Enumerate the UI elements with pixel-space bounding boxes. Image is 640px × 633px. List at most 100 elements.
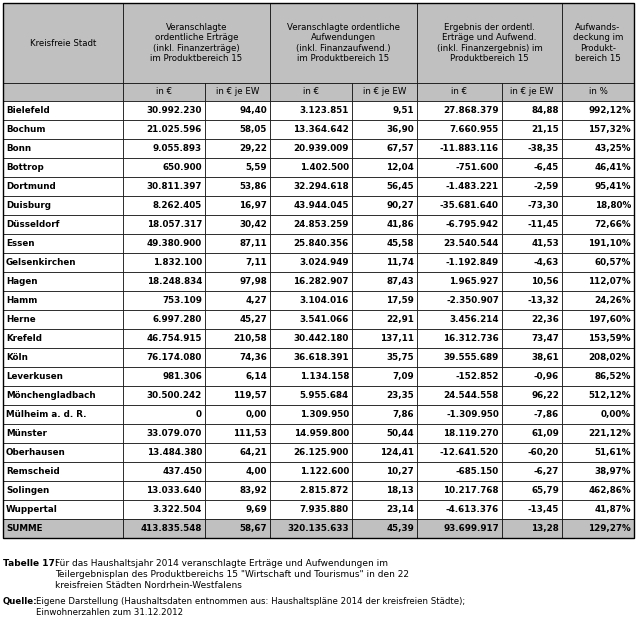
Text: 320.135.633: 320.135.633 bbox=[287, 524, 349, 533]
Bar bbox=[123, 310, 205, 329]
Bar bbox=[562, 120, 634, 139]
Bar bbox=[352, 215, 417, 234]
Text: 753.109: 753.109 bbox=[162, 296, 202, 305]
Bar bbox=[205, 139, 270, 158]
Bar bbox=[417, 500, 502, 519]
Text: 2.815.872: 2.815.872 bbox=[300, 486, 349, 495]
Text: Remscheid: Remscheid bbox=[6, 467, 60, 476]
Bar bbox=[123, 500, 205, 519]
Text: in €: in € bbox=[451, 87, 468, 96]
Bar bbox=[205, 500, 270, 519]
Bar bbox=[205, 291, 270, 310]
Bar bbox=[502, 139, 562, 158]
Bar bbox=[417, 177, 502, 196]
Bar bbox=[562, 386, 634, 405]
Bar bbox=[205, 234, 270, 253]
Bar bbox=[417, 139, 502, 158]
Bar bbox=[502, 215, 562, 234]
Text: 9,51: 9,51 bbox=[392, 106, 414, 115]
Text: 8.262.405: 8.262.405 bbox=[153, 201, 202, 210]
Text: 1.832.100: 1.832.100 bbox=[153, 258, 202, 267]
Text: 191,10%: 191,10% bbox=[588, 239, 631, 248]
Text: 39.555.689: 39.555.689 bbox=[444, 353, 499, 362]
Text: 23,14: 23,14 bbox=[386, 505, 414, 514]
Text: 46.754.915: 46.754.915 bbox=[147, 334, 202, 343]
Text: 157,32%: 157,32% bbox=[588, 125, 631, 134]
Bar bbox=[3, 519, 123, 538]
Text: Düsseldorf: Düsseldorf bbox=[6, 220, 60, 229]
Text: 3.024.949: 3.024.949 bbox=[300, 258, 349, 267]
Bar bbox=[123, 462, 205, 481]
Bar bbox=[417, 405, 502, 424]
Text: 24.544.558: 24.544.558 bbox=[444, 391, 499, 400]
Bar bbox=[205, 177, 270, 196]
Bar bbox=[562, 310, 634, 329]
Text: Bottrop: Bottrop bbox=[6, 163, 44, 172]
Bar bbox=[562, 3, 634, 83]
Bar bbox=[123, 253, 205, 272]
Text: 45,39: 45,39 bbox=[387, 524, 414, 533]
Bar bbox=[205, 120, 270, 139]
Bar bbox=[123, 386, 205, 405]
Bar bbox=[3, 120, 123, 139]
Bar bbox=[352, 500, 417, 519]
Bar bbox=[270, 177, 352, 196]
Bar bbox=[3, 234, 123, 253]
Bar bbox=[352, 139, 417, 158]
Text: 36,90: 36,90 bbox=[387, 125, 414, 134]
Bar bbox=[417, 101, 502, 120]
Text: Hagen: Hagen bbox=[6, 277, 38, 286]
Bar bbox=[562, 291, 634, 310]
Text: 38,61: 38,61 bbox=[531, 353, 559, 362]
Text: -12.641.520: -12.641.520 bbox=[440, 448, 499, 457]
Bar bbox=[562, 215, 634, 234]
Text: -6,45: -6,45 bbox=[534, 163, 559, 172]
Bar bbox=[270, 291, 352, 310]
Text: 129,27%: 129,27% bbox=[588, 524, 631, 533]
Text: 18.057.317: 18.057.317 bbox=[147, 220, 202, 229]
Bar bbox=[123, 120, 205, 139]
Bar bbox=[270, 196, 352, 215]
Text: 84,88: 84,88 bbox=[531, 106, 559, 115]
Text: in %: in % bbox=[589, 87, 607, 96]
Bar bbox=[3, 348, 123, 367]
Text: 7,11: 7,11 bbox=[245, 258, 267, 267]
Bar bbox=[352, 519, 417, 538]
Bar bbox=[3, 272, 123, 291]
Text: 76.174.080: 76.174.080 bbox=[147, 353, 202, 362]
Bar bbox=[270, 234, 352, 253]
Bar bbox=[502, 310, 562, 329]
Text: 56,45: 56,45 bbox=[387, 182, 414, 191]
Bar bbox=[270, 329, 352, 348]
Bar bbox=[3, 83, 123, 101]
Bar bbox=[205, 158, 270, 177]
Bar bbox=[3, 462, 123, 481]
Text: 16,97: 16,97 bbox=[239, 201, 267, 210]
Text: 1.309.950: 1.309.950 bbox=[300, 410, 349, 419]
Bar bbox=[352, 272, 417, 291]
Text: 4,27: 4,27 bbox=[245, 296, 267, 305]
Bar bbox=[123, 101, 205, 120]
Bar bbox=[3, 3, 123, 83]
Text: 137,11: 137,11 bbox=[380, 334, 414, 343]
Bar bbox=[417, 196, 502, 215]
Text: -751.600: -751.600 bbox=[456, 163, 499, 172]
Text: 43,25%: 43,25% bbox=[595, 144, 631, 153]
Bar bbox=[502, 158, 562, 177]
Text: Bochum: Bochum bbox=[6, 125, 45, 134]
Text: 27.868.379: 27.868.379 bbox=[444, 106, 499, 115]
Text: 65,79: 65,79 bbox=[531, 486, 559, 495]
Bar bbox=[352, 348, 417, 367]
Bar bbox=[123, 424, 205, 443]
Bar bbox=[3, 291, 123, 310]
Bar bbox=[562, 500, 634, 519]
Bar bbox=[352, 481, 417, 500]
Text: -2.350.907: -2.350.907 bbox=[446, 296, 499, 305]
Text: 61,09: 61,09 bbox=[531, 429, 559, 438]
Bar bbox=[417, 329, 502, 348]
Text: 58,67: 58,67 bbox=[239, 524, 267, 533]
Bar bbox=[270, 462, 352, 481]
Text: 3.322.504: 3.322.504 bbox=[152, 505, 202, 514]
Text: in €: in € bbox=[303, 87, 319, 96]
Bar bbox=[502, 120, 562, 139]
